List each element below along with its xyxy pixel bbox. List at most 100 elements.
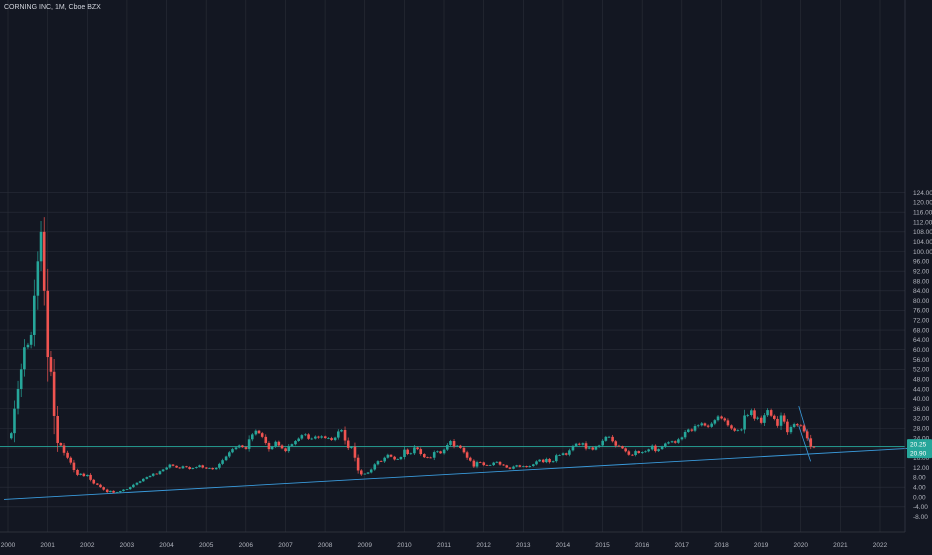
wedge-line[interactable] [798, 425, 812, 462]
candle-body [555, 455, 558, 462]
candle-body [359, 470, 363, 475]
candle-body [743, 415, 746, 430]
y-tick-label: 96.00 [913, 259, 930, 266]
candle-body [696, 425, 700, 427]
candle-body [789, 427, 793, 433]
candle-body [148, 475, 152, 478]
candle-body [155, 473, 159, 475]
candle-body [386, 454, 390, 458]
candle-body [300, 435, 304, 439]
candle-body [307, 434, 310, 439]
y-tick-label: 100.00 [913, 249, 932, 256]
candle-body [429, 457, 432, 459]
candle-body [498, 461, 502, 465]
candle-body [736, 429, 740, 431]
candle-body [706, 425, 710, 427]
candle-body [637, 451, 641, 454]
candle-body [72, 462, 76, 470]
candle-body [99, 484, 102, 488]
y-tick-label: 104.00 [913, 239, 932, 246]
candle-body [488, 465, 492, 466]
price-axis[interactable]: -8.00-4.000.004.008.0012.0016.0020.0024.… [904, 0, 932, 532]
candle-body [558, 455, 561, 456]
candle-body [812, 446, 816, 448]
candle-body [270, 446, 274, 450]
candle-body [214, 467, 218, 470]
candle-body [631, 454, 634, 456]
candle-body [125, 489, 129, 490]
candle-body [660, 446, 664, 450]
candle-body [683, 431, 687, 438]
candle-body [369, 469, 373, 473]
candle-body [766, 410, 769, 416]
candle-body [459, 445, 462, 448]
candle-body [56, 415, 59, 443]
candle-body [720, 416, 723, 419]
candle-body [528, 466, 532, 468]
candle-body [746, 415, 750, 416]
candle-body [518, 465, 522, 467]
candle-body [36, 261, 40, 296]
y-tick-label: 116.00 [913, 210, 932, 217]
x-tick-label: 2013 [516, 542, 531, 549]
candle-body [664, 443, 667, 447]
candle-body [455, 445, 459, 447]
candle-body [617, 445, 621, 447]
candle-body [158, 471, 162, 475]
candle-body [634, 451, 637, 456]
candle-body [475, 462, 479, 467]
candle-body [713, 420, 717, 424]
x-tick-label: 2006 [239, 542, 254, 549]
candle-body [512, 466, 515, 469]
price-label: 20.90 [910, 450, 927, 457]
candle-body [254, 430, 258, 435]
candle-body [327, 438, 330, 439]
candle-body [472, 460, 476, 467]
candle-body [786, 421, 789, 433]
candle-body [264, 436, 268, 443]
time-axis[interactable]: 2000 2001 2002 2003 2004 2005 2006 2007 2008 2009… [0, 531, 905, 549]
x-tick-label: 2001 [40, 542, 55, 549]
candle-body [353, 446, 357, 458]
candle-body [383, 457, 386, 462]
candle-body [726, 420, 730, 426]
candle-body [700, 423, 704, 426]
candle-body [776, 418, 779, 426]
candle-body [423, 454, 426, 458]
candle-body [462, 447, 466, 453]
candle-body [188, 467, 191, 470]
candle-body [10, 433, 13, 439]
candle-body [241, 445, 244, 448]
candle-body [644, 451, 647, 453]
candle-body [614, 441, 618, 446]
y-tick-label: 92.00 [913, 268, 930, 275]
candle-body [584, 443, 588, 449]
x-tick-label: 2008 [318, 542, 333, 549]
candle-body [59, 442, 63, 446]
y-tick-label: 44.00 [913, 386, 930, 393]
candle-body [389, 454, 393, 457]
candle-body [102, 487, 105, 490]
candle-body [657, 449, 660, 452]
candle-body [379, 461, 383, 462]
y-tick-label: 112.00 [913, 219, 932, 226]
x-tick-label: 2003 [120, 542, 135, 549]
candle-body [492, 462, 495, 466]
candle-body [446, 444, 449, 450]
candle-body [250, 434, 254, 440]
candle-body [89, 474, 92, 480]
trend-line[interactable] [4, 447, 908, 500]
candle-body [366, 472, 370, 474]
candle-body [109, 490, 112, 493]
y-tick-label: 0.00 [913, 494, 926, 501]
candle-body [198, 465, 201, 468]
candle-body [52, 371, 56, 416]
y-tick-label: 36.00 [913, 406, 930, 413]
candle-body [23, 347, 26, 370]
candle-body [122, 489, 125, 492]
candle-body [495, 461, 499, 463]
candle-body [753, 410, 756, 419]
candle-body [128, 487, 132, 490]
candle-body [115, 492, 119, 493]
